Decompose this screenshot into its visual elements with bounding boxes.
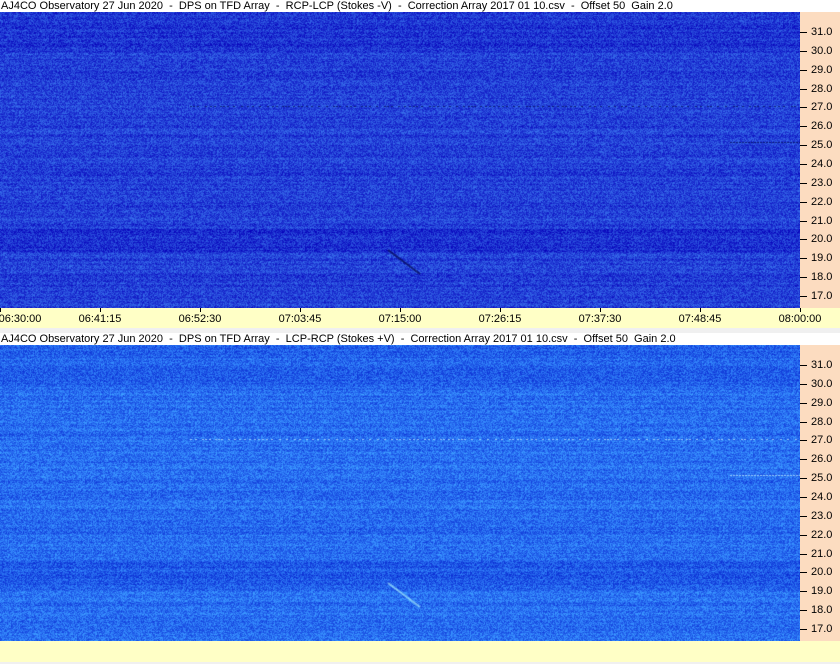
frequency-label: 27.0 [811, 101, 833, 114]
spectrogram-lcp-rcp [0, 345, 800, 641]
time-label: 06:30:00 [0, 313, 42, 325]
frequency-tick [800, 591, 807, 593]
frequency-label: 28.0 [811, 415, 833, 428]
time-label: 07:15:00 [378, 313, 422, 325]
frequency-axis-top: 31.0 30.0 29.0 28.0 27.0 26.0 25.0 24.0 23.0 22.0… [800, 12, 840, 309]
frequency-label: 29.0 [811, 396, 833, 409]
frequency-label: 23.0 [811, 176, 833, 189]
frequency-label: 24.0 [811, 157, 833, 170]
frequency-label: 22.0 [811, 528, 833, 541]
frequency-tick [800, 69, 807, 71]
panel-title-bottom: AJ4CO Observatory 27 Jun 2020 - DPS on T… [0, 333, 840, 345]
frequency-label: 19.0 [811, 585, 833, 598]
frequency-tick [800, 258, 807, 260]
frequency-label: 25.0 [811, 139, 833, 152]
frequency-tick [800, 295, 807, 297]
frequency-label: 17.0 [811, 622, 833, 635]
time-label: 06:52:30 [178, 313, 222, 325]
frequency-label: 31.0 [811, 359, 833, 371]
frequency-label: 26.0 [811, 453, 833, 466]
frequency-label: 22.0 [811, 195, 833, 208]
panel-title-top: AJ4CO Observatory 27 Jun 2020 - DPS on T… [0, 0, 840, 12]
frequency-tick [800, 610, 807, 612]
time-label: 08:00:00 [778, 313, 822, 325]
frequency-label: 21.0 [811, 547, 833, 560]
frequency-label: 28.0 [811, 82, 833, 95]
frequency-tick [800, 553, 807, 555]
frequency-label: 25.0 [811, 472, 833, 485]
time-tick [600, 308, 601, 312]
frequency-label: 26.0 [811, 120, 833, 133]
time-tick [800, 308, 801, 312]
frequency-tick [800, 239, 807, 241]
time-tick [400, 308, 401, 312]
time-tick [700, 308, 701, 312]
frequency-label: 20.0 [811, 566, 833, 579]
frequency-label: 17.0 [811, 289, 833, 302]
frequency-label: 27.0 [811, 434, 833, 447]
frequency-label: 29.0 [811, 63, 833, 76]
time-axis: 06:30:00 06:41:15 06:52:30 07:03:45 07:15:00… [0, 308, 840, 328]
spectrogram-rcp-lcp [0, 12, 800, 308]
frequency-label: 21.0 [811, 214, 833, 227]
frequency-label: 18.0 [811, 271, 833, 284]
frequency-tick [800, 163, 807, 165]
frequency-tick [800, 220, 807, 222]
frequency-tick [800, 440, 807, 442]
frequency-label: 19.0 [811, 252, 833, 265]
frequency-tick [800, 628, 807, 630]
frequency-label: 31.0 [811, 26, 833, 38]
frequency-tick [800, 478, 807, 480]
frequency-label: 23.0 [811, 509, 833, 522]
time-axis-bottom [0, 641, 840, 662]
time-label: 07:48:45 [678, 313, 722, 325]
frequency-tick [800, 277, 807, 279]
time-tick [0, 308, 1, 312]
frequency-tick [800, 421, 807, 423]
frequency-tick [800, 365, 807, 366]
frequency-label: 24.0 [811, 490, 833, 503]
frequency-label: 20.0 [811, 233, 833, 246]
frequency-tick [800, 572, 807, 574]
frequency-tick [800, 182, 807, 184]
time-tick [500, 308, 501, 312]
frequency-axis-bottom: 31.0 30.0 29.0 28.0 27.0 26.0 25.0 24.0 23.0 22.0… [800, 345, 840, 642]
frequency-tick [800, 459, 807, 461]
frequency-tick [800, 383, 807, 385]
frequency-label: 30.0 [811, 44, 833, 57]
frequency-tick [800, 50, 807, 52]
frequency-tick [800, 32, 807, 33]
frequency-tick [800, 402, 807, 404]
time-tick [300, 308, 301, 312]
time-label: 06:41:15 [78, 313, 122, 325]
frequency-tick [800, 496, 807, 498]
frequency-tick [800, 201, 807, 203]
frequency-tick [800, 88, 807, 90]
time-tick [100, 308, 101, 312]
frequency-tick [800, 534, 807, 536]
frequency-tick [800, 145, 807, 147]
frequency-tick [800, 515, 807, 517]
time-label: 07:37:30 [578, 313, 622, 325]
frequency-tick [800, 126, 807, 128]
frequency-label: 30.0 [811, 377, 833, 390]
time-label: 07:03:45 [278, 313, 322, 325]
time-tick [200, 308, 201, 312]
time-label: 07:26:15 [478, 313, 522, 325]
frequency-tick [800, 107, 807, 109]
frequency-label: 18.0 [811, 604, 833, 617]
